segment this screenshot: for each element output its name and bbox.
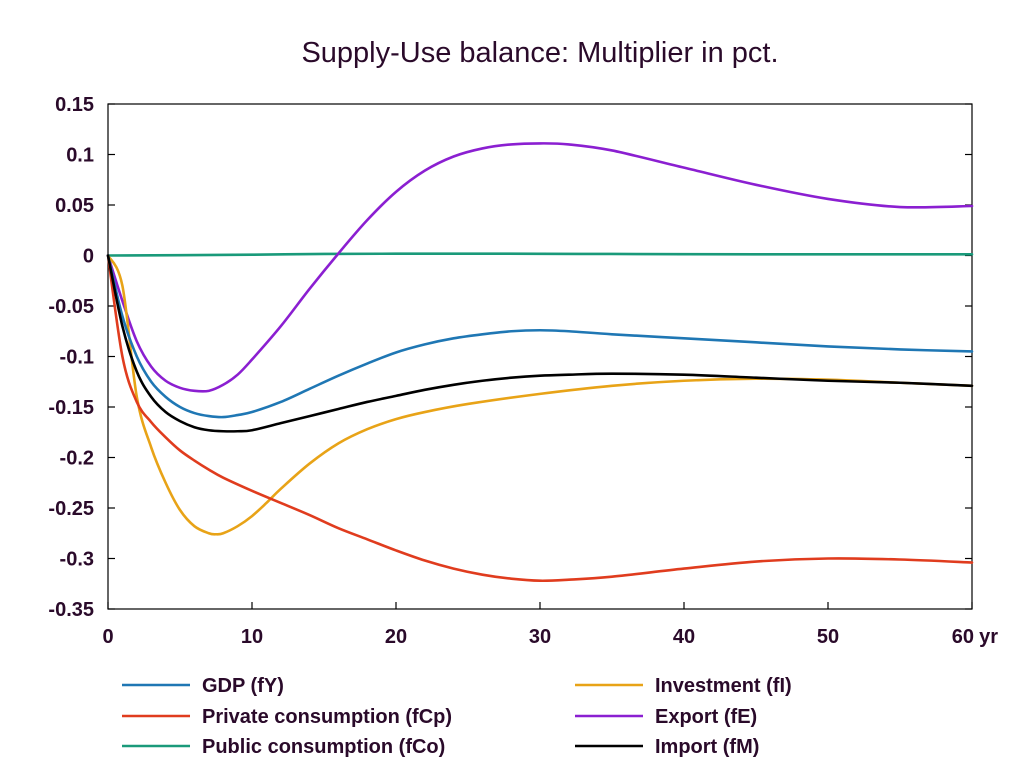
y-tick-label: -0.25 (48, 498, 94, 520)
legend-label-gdp-fy: GDP (fY) (202, 675, 284, 697)
y-axis: 0.15 0.1 0.05 0 -0.05 -0.1 -0.15 -0.2 -0.25 -0.3 -… (48, 94, 972, 621)
x-tick-label: 40 (673, 626, 695, 648)
x-tick-label: 0 (102, 626, 113, 648)
x-tick-label: 30 (529, 626, 551, 648)
legend-label-export-fe: Export (fE) (655, 706, 757, 728)
x-tick-label: 50 (817, 626, 839, 648)
y-tick-label: 0.15 (55, 94, 94, 116)
series-lines (106, 142, 974, 583)
legend-label-import-fm: Import (fM) (655, 736, 759, 758)
series-line-investment-fi (106, 254, 974, 536)
legend: GDP (fY) Private consumption (fCp) Public … (122, 675, 792, 758)
y-tick-label: -0.15 (48, 397, 94, 419)
y-tick-label: 0 (83, 246, 94, 268)
y-tick-label: 0.05 (55, 195, 94, 217)
series-line-private-consumption-fcp (106, 254, 974, 583)
chart-title: Supply-Use balance: Multiplier in pct. (301, 37, 778, 69)
y-tick-label: -0.1 (60, 347, 94, 369)
y-tick-label: -0.2 (60, 448, 94, 470)
legend-label-private-consumption-fcp: Private consumption (fCp) (202, 706, 452, 728)
y-tick-label: 0.1 (66, 145, 94, 167)
y-tick-label: -0.05 (48, 296, 94, 318)
series-line-export-fe (106, 142, 974, 393)
x-axis: 0 10 20 30 40 50 60 yr (102, 602, 998, 648)
x-tick-label: 10 (241, 626, 263, 648)
series-line-public-consumption-fco (106, 252, 974, 257)
legend-label-investment-fi: Investment (fI) (655, 675, 792, 697)
x-axis-unit-label: yr (979, 626, 998, 648)
y-tick-label: -0.3 (60, 549, 94, 571)
x-tick-label: 60 (952, 626, 974, 648)
legend-label-public-consumption-fco: Public consumption (fCo) (202, 736, 445, 758)
x-tick-label: 20 (385, 626, 407, 648)
plot-frame (107, 103, 973, 610)
y-tick-label: -0.35 (48, 599, 94, 621)
plot-area (107, 103, 973, 610)
series-line-import-fm (106, 254, 974, 433)
series-line-gdp-fy (106, 254, 974, 419)
